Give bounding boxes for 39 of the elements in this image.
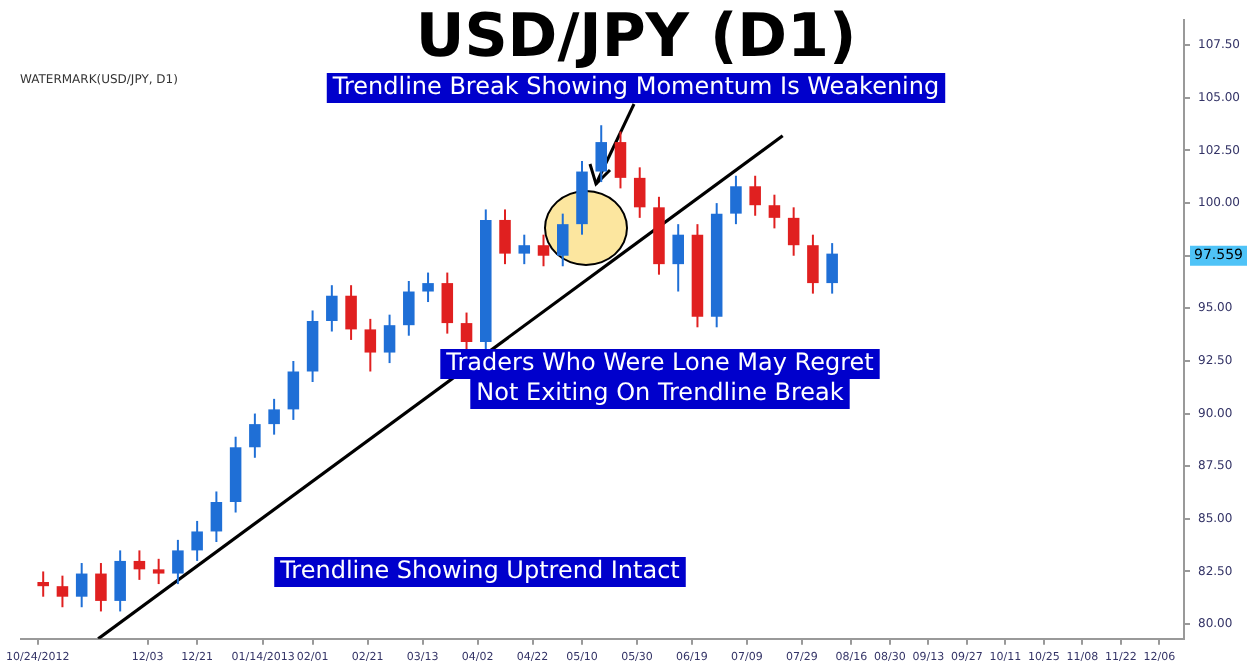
candlestick — [826, 242, 838, 295]
candlestick — [422, 271, 434, 304]
candlestick — [345, 284, 357, 341]
candlestick — [499, 208, 511, 266]
candlestick — [556, 212, 569, 268]
candlestick — [287, 359, 300, 421]
candlestick — [75, 562, 88, 609]
candlestick — [807, 233, 819, 295]
candlestick — [537, 233, 550, 268]
candlestick — [460, 311, 473, 354]
candlestick — [672, 223, 684, 293]
candlestick — [210, 490, 223, 543]
candlestick — [191, 519, 203, 562]
annotation: Trendline Break Showing Momentum Is Weakening — [330, 72, 940, 101]
candlestick — [172, 538, 184, 586]
candlestick — [56, 574, 69, 609]
candlestick — [133, 549, 146, 581]
candlestick — [403, 279, 415, 337]
candlestick — [787, 206, 800, 257]
candlestick — [768, 193, 781, 230]
candlestick — [730, 174, 742, 226]
candlestick — [114, 549, 126, 613]
candlestick — [268, 397, 280, 436]
candlestick — [364, 317, 377, 373]
candlestick — [326, 284, 338, 333]
annotation: Traders Who Were Lone May Regret Not Exiting On Trendline Break — [444, 348, 875, 407]
chart-title: USD/JPY (D1) — [415, 1, 857, 72]
candlestick — [614, 130, 627, 190]
annotation: Trendline Showing Uptrend Intact — [278, 556, 681, 585]
candlestick — [249, 412, 261, 459]
candlestick — [95, 562, 107, 613]
candlestick — [518, 233, 531, 266]
candlestick — [152, 557, 165, 586]
candlestick — [441, 271, 454, 335]
candlestick — [37, 570, 49, 598]
candlestick — [595, 124, 608, 184]
candlestick — [383, 313, 396, 365]
candlestick — [633, 166, 646, 219]
candlestick — [749, 174, 761, 217]
